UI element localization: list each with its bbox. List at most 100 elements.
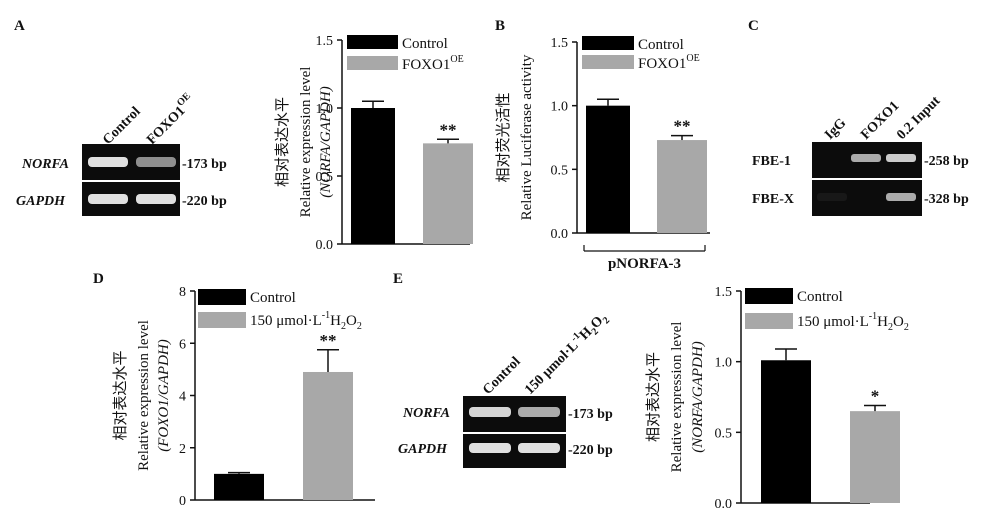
gel-e: Control 150 μmol·L-1H2O2 NORFA -173 bp G… xyxy=(398,308,613,468)
gel-c-row-label-fbe1: FBE-1 xyxy=(752,154,791,169)
gel-c-lane-label-igg: IgG xyxy=(822,116,849,143)
legend-label-treated: FOXO1OE xyxy=(638,53,700,72)
y-axis-label-ratio: (NORFA/GAPDH) xyxy=(690,341,706,452)
legend-label-control: Control xyxy=(250,290,296,306)
chart-e: 0.0 0.5 1.0 1.5 * 相对表达水平 Relative expression l… xyxy=(645,285,909,512)
gel-e-band-gapdh-control xyxy=(469,443,511,453)
y-axis-label-cn: 相对表达水平 xyxy=(112,350,129,440)
y-axis-label-en: Relative expression level xyxy=(669,322,685,473)
y-tick-label: 0.0 xyxy=(715,497,733,512)
y-tick-label: 0.5 xyxy=(715,426,733,441)
y-axis-label-en: Relative expression level xyxy=(298,67,314,218)
gel-e-size-norfa: -173 bp xyxy=(568,407,613,422)
panel-letter-a: A xyxy=(14,18,25,34)
bar-control xyxy=(351,108,395,244)
gel-c-size-fbex: -328 bp xyxy=(924,192,969,207)
legend-label-control: Control xyxy=(402,36,448,52)
y-tick-label: 0.5 xyxy=(551,163,569,178)
significance-mark: ** xyxy=(440,120,457,139)
chart-a: 0.0 0.5 1.0 1.5 ** 相对表达水平 Relative expression … xyxy=(274,34,473,253)
y-tick-label: 1.5 xyxy=(715,285,733,300)
gel-e-lane-label-h2o2: 150 μmol·L-1H2O2 xyxy=(520,308,612,400)
legend-label-treated: 150 μmol·L-1H2O2 xyxy=(250,310,362,332)
y-axis-label-en: Relative expression level xyxy=(136,320,152,471)
gel-a-lane-label-control: Control xyxy=(100,104,144,148)
gel-e-gene-gapdh: GAPDH xyxy=(398,442,448,457)
panel-letter-b: B xyxy=(495,18,505,34)
gel-c-band-fbex-input xyxy=(886,193,916,201)
gel-a-gene-gapdh: GAPDH xyxy=(16,194,66,209)
y-axis-label-cn: 相对表达水平 xyxy=(274,97,291,187)
legend-swatch-treated xyxy=(198,312,246,328)
gel-c-size-fbe1: -258 bp xyxy=(924,154,969,169)
y-tick-label: 4 xyxy=(179,390,186,405)
gel-c-row-label-fbex: FBE-X xyxy=(752,192,794,207)
legend-swatch-treated xyxy=(745,313,793,329)
panel-letter-c: C xyxy=(748,18,759,34)
y-tick-label: 6 xyxy=(179,337,186,352)
bar-treated xyxy=(850,411,900,503)
gel-a-size-gapdh: -220 bp xyxy=(182,194,227,209)
legend-label-control: Control xyxy=(797,289,843,305)
legend-swatch-control xyxy=(198,289,246,305)
y-tick-label: 0.0 xyxy=(316,238,334,253)
bar-control xyxy=(586,105,630,233)
y-tick-label: 1.0 xyxy=(715,356,733,371)
y-tick-label: 2 xyxy=(179,442,186,457)
gel-a-size-norfa: -173 bp xyxy=(182,157,227,172)
gel-a-lane-label-foxo1: FOXO1OE xyxy=(141,90,198,147)
panel-letter-e: E xyxy=(393,271,403,287)
gel-c-band-fbex-igg xyxy=(817,193,847,201)
bar-treated xyxy=(657,140,707,233)
y-tick-label: 0 xyxy=(179,494,186,509)
gel-a: Control FOXO1OE NORFA -173 bp GAPDH -220… xyxy=(16,90,227,216)
legend-label-treated: 150 μmol·L-1H2O2 xyxy=(797,311,909,333)
legend-swatch-treated xyxy=(582,55,634,69)
gel-e-lane-label-control: Control xyxy=(480,354,524,398)
gel-a-gene-norfa: NORFA xyxy=(21,157,69,172)
y-tick-label: 1.5 xyxy=(551,36,569,51)
bar-control xyxy=(214,473,264,500)
bar-treated xyxy=(303,371,353,500)
y-tick-label: 1.0 xyxy=(316,102,334,117)
y-tick-label: 1.5 xyxy=(316,34,334,49)
y-axis-label-ratio: (FOXO1/GAPDH) xyxy=(156,339,172,451)
y-axis-label-cn: 相对表达水平 xyxy=(645,352,662,442)
gel-c-band-fbe1-foxo1 xyxy=(851,154,881,162)
significance-mark: ** xyxy=(320,331,337,350)
gel-a-band-gapdh-control xyxy=(88,194,128,204)
significance-mark: ** xyxy=(674,117,691,136)
gel-a-band-norfa-control xyxy=(88,157,128,167)
gel-c-band-fbe1-input xyxy=(886,154,916,162)
chart-b: 0.0 0.5 1.0 1.5 ** 相对荧光活性 Relative Luciferase … xyxy=(495,36,710,272)
y-tick-label: 0.0 xyxy=(551,227,569,242)
y-axis-label-en: Relative Luciferase activity xyxy=(519,54,535,220)
legend-swatch-control xyxy=(347,35,398,49)
legend-swatch-control xyxy=(582,36,634,50)
gel-a-band-gapdh-foxo1 xyxy=(136,194,176,204)
gel-c-lane-label-input: 0.2 Input xyxy=(894,93,943,142)
gel-e-band-norfa-h2o2 xyxy=(518,407,560,417)
bar-treated xyxy=(423,143,473,244)
legend-label-treated: FOXO1OE xyxy=(402,54,464,73)
chart-d: 0 2 4 6 8 ** 相对表达水平 Relative expression level (F… xyxy=(112,285,375,509)
gel-a-band-norfa-foxo1 xyxy=(136,157,176,167)
legend-swatch-control xyxy=(745,288,793,304)
y-tick-label: 1.0 xyxy=(551,100,569,115)
legend-swatch-treated xyxy=(347,56,398,70)
bar-control xyxy=(761,360,811,503)
y-tick-label: 8 xyxy=(179,285,186,300)
y-tick-label: 0.5 xyxy=(316,170,334,185)
significance-mark: * xyxy=(871,386,880,405)
gel-e-band-norfa-control xyxy=(469,407,511,417)
y-axis-label-ratio: (NORFA/GAPDH) xyxy=(318,86,334,197)
y-axis-label-cn: 相对荧光活性 xyxy=(495,92,512,182)
gel-c-lane-label-foxo1: FOXO1 xyxy=(858,99,902,143)
gel-c: IgG FOXO1 0.2 Input FBE-1 -258 bp FBE-X … xyxy=(752,93,969,216)
gel-e-size-gapdh: -220 bp xyxy=(568,443,613,458)
x-axis-label: pNORFA-3 xyxy=(608,256,681,272)
legend-label-control: Control xyxy=(638,37,684,53)
gel-e-gene-norfa: NORFA xyxy=(402,406,450,421)
gel-e-band-gapdh-h2o2 xyxy=(518,443,560,453)
